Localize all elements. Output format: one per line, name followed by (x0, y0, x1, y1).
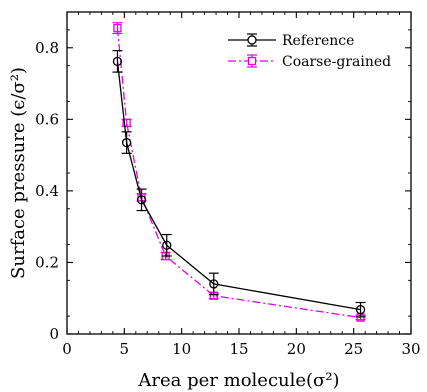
data-point-marker (113, 23, 122, 33)
data-point-marker (162, 240, 172, 250)
series-layer (112, 22, 366, 322)
y-tick-label: 0.4 (35, 182, 59, 200)
y-tick-label: 0 (49, 325, 59, 343)
x-tick-label: 10 (172, 340, 191, 358)
x-tick-label: 30 (401, 340, 420, 358)
legend-coarse-grained-label: Coarse-grained (282, 54, 391, 70)
series-line-coarse-grained (116, 28, 361, 319)
y-tick-label: 0.6 (35, 110, 59, 128)
data-point-marker (209, 279, 219, 289)
x-axis-label: Area per molecule(σ²) (137, 370, 339, 391)
x-tick-label: 25 (344, 340, 363, 358)
legend-reference-marker (247, 35, 257, 45)
x-tick-label: 5 (120, 340, 130, 358)
legend-coarse-grained-marker (247, 56, 257, 66)
series-reference (112, 50, 366, 318)
data-point-marker (122, 118, 131, 128)
axis-ticks: 0 5 10 15 20 25 30 0 0.2 0.4 0.6 0.8 (35, 12, 421, 358)
x-tick-label: 15 (229, 340, 248, 358)
x-tick-label: 0 (62, 340, 72, 358)
y-axis-label: Surface pressure (ϵ/σ²) (8, 67, 29, 279)
legend: Reference Coarse-grained (228, 33, 391, 70)
legend-reference-label: Reference (282, 33, 354, 49)
data-point-marker (112, 56, 123, 67)
data-point-marker (136, 195, 147, 205)
y-tick-label: 0.8 (35, 39, 59, 57)
y-tick-label: 0.2 (35, 253, 59, 271)
data-point-marker (121, 137, 132, 148)
x-tick-label: 20 (287, 340, 306, 358)
data-point-marker (355, 305, 366, 315)
series-line-reference (116, 61, 361, 311)
